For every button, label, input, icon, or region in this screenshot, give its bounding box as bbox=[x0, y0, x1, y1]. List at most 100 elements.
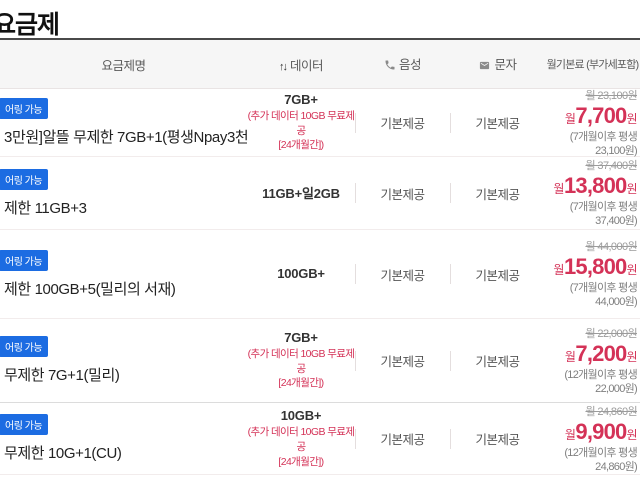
data-bonus-note: (추가 데이터 10GB 무료제공 [24개월간]) bbox=[247, 347, 355, 391]
price-value: 15,800 bbox=[563, 254, 627, 280]
voice-value: 기본제공 bbox=[355, 230, 450, 318]
voice-value: 기본제공 bbox=[355, 157, 450, 229]
data-bonus-note: (추가 데이터 10GB 무료제공 [24개월간]) bbox=[247, 109, 355, 153]
data-amount: 11GB+일2GB bbox=[262, 185, 340, 201]
header-sms: 문자 bbox=[450, 54, 545, 74]
price-prefix: 월 bbox=[564, 349, 576, 364]
price-discounted: 월9,900원 bbox=[545, 419, 638, 444]
plan-name: 제한 100GB+5(밀리의 서재) bbox=[4, 280, 176, 298]
sms-value: 기본제공 bbox=[450, 403, 545, 474]
price-note: (12개월이후 평생 24,860원) bbox=[545, 446, 637, 475]
sms-value: 기본제공 bbox=[450, 157, 545, 229]
voice-value: 기본제공 bbox=[355, 89, 450, 156]
phone-icon bbox=[384, 59, 396, 74]
header-sms-label: 문자 bbox=[494, 58, 517, 72]
price-suffix: 원 bbox=[626, 111, 637, 126]
price-cell: 월 22,000원 월7,200원 (12개월이후 평생 22,000원) bbox=[545, 325, 640, 396]
price-prefix: 월 bbox=[553, 263, 564, 278]
data-bonus-line2: [24개월간]) bbox=[278, 139, 324, 152]
plan-name-cell: 어링 가능 무제한 10G+1(CU) bbox=[0, 414, 247, 463]
price-suffix: 원 bbox=[626, 182, 637, 197]
price-prefix: 월 bbox=[564, 428, 576, 442]
plan-name-cell: 어링 가능 무제한 7G+1(밀리) bbox=[0, 336, 247, 385]
data-bonus-note: (추가 데이터 10GB 무료제공 [24개월간]) bbox=[247, 425, 355, 469]
plan-data-cell: 10GB+ (추가 데이터 10GB 무료제공 [24개월간]) bbox=[247, 408, 355, 469]
header-price: 월기본료 (부가세포함) bbox=[546, 59, 640, 71]
plan-table: 요금제명 ↑↓ 데이터 음성 문자 월기본료 (부가세포함) 어링 가능 3만원]… bbox=[0, 38, 640, 476]
header-voice: 음성 bbox=[355, 54, 450, 74]
price-original: 월 24,860원 bbox=[585, 406, 637, 418]
plan-data-cell: 7GB+ (추가 데이터 10GB 무료제공 [24개월간]) bbox=[247, 92, 355, 153]
price-prefix: 월 bbox=[553, 182, 564, 197]
header-data-sortable[interactable]: ↑↓ 데이터 bbox=[247, 55, 355, 74]
page-title: 요금제 bbox=[0, 11, 60, 39]
header-plan-name: 요금제명 bbox=[101, 58, 146, 73]
plan-row[interactable]: 어링 가능 무제한 7G+1(밀리) 7GB+ (추가 데이터 10GB 무료제… bbox=[0, 319, 640, 403]
price-note: (12개월이후 평생 22,000원) bbox=[545, 368, 637, 397]
price-note-line1: (7개월이후 평생 37,400원) bbox=[569, 201, 638, 228]
price-cell: 월 24,860원 월9,900원 (12개월이후 평생 24,860원) bbox=[545, 403, 640, 474]
data-bonus-line1: (추가 데이터 10GB 무료제공 bbox=[247, 426, 355, 453]
sms-value: 기본제공 bbox=[450, 230, 545, 318]
tethering-badge: 어링 가능 bbox=[0, 249, 49, 271]
plan-row[interactable]: 어링 가능 3만원]알뜰 무제한 7GB+1(평생Npay3천원) 7GB+ (… bbox=[0, 89, 640, 157]
price-note: (7개월이후 평생 44,000원) bbox=[545, 281, 638, 310]
data-amount: 100GB+ bbox=[277, 265, 325, 281]
sms-value: 기본제공 bbox=[450, 89, 545, 156]
plan-row[interactable]: 어링 가능 제한 11GB+3 11GB+일2GB 기본제공 기본제공 월 37… bbox=[0, 157, 640, 230]
price-discounted: 월7,700원 bbox=[545, 102, 638, 128]
plan-name-cell: 어링 가능 3만원]알뜰 무제한 7GB+1(평생Npay3천원) bbox=[0, 98, 247, 147]
data-amount: 7GB+ bbox=[284, 91, 318, 107]
data-bonus-line1: (추가 데이터 10GB 무료제공 bbox=[247, 347, 355, 375]
plan-row[interactable]: 어링 가능 제한 100GB+5(밀리의 서재) 100GB+ 기본제공 기본제… bbox=[0, 230, 640, 319]
tethering-badge: 어링 가능 bbox=[0, 98, 49, 119]
plan-name: 무제한 7G+1(밀리) bbox=[4, 367, 120, 384]
sms-value: 기본제공 bbox=[450, 319, 545, 402]
tethering-badge: 어링 가능 bbox=[0, 414, 49, 436]
table-header: 요금제명 ↑↓ 데이터 음성 문자 월기본료 (부가세포함) bbox=[0, 38, 640, 89]
plan-data-cell: 100GB+ bbox=[247, 266, 355, 283]
price-prefix: 월 bbox=[564, 111, 576, 126]
price-discounted: 월13,800원 bbox=[545, 174, 637, 198]
price-original: 월 22,000원 bbox=[585, 327, 637, 340]
voice-value: 기본제공 bbox=[355, 319, 450, 402]
data-amount: 7GB+ bbox=[284, 329, 318, 345]
data-bonus-line2: [24개월간]) bbox=[278, 455, 324, 468]
plan-data-cell: 7GB+ (추가 데이터 10GB 무료제공 [24개월간]) bbox=[247, 330, 355, 391]
plan-name: 3만원]알뜰 무제한 7GB+1(평생Npay3천원) bbox=[4, 129, 247, 146]
price-note-line1: (7개월이후 평생 44,000원) bbox=[569, 282, 638, 309]
price-cell: 월 44,000원 월15,800원 (7개월이후 평생 44,000원) bbox=[545, 238, 640, 309]
price-value: 13,800 bbox=[563, 173, 627, 199]
tethering-badge: 어링 가능 bbox=[0, 168, 49, 190]
price-original: 월 23,100원 bbox=[585, 89, 637, 102]
plan-row[interactable]: 어링 가능 무제한 10G+1(CU) 10GB+ (추가 데이터 10GB 무… bbox=[0, 403, 640, 476]
price-cell: 월 37,400원 월13,800원 (7개월이후 평생 37,400원) bbox=[545, 157, 640, 228]
price-discounted: 월15,800원 bbox=[545, 255, 637, 279]
price-note: (7개월이후 평생 37,400원) bbox=[545, 200, 638, 229]
price-note-line2: 22,000원) bbox=[595, 382, 638, 395]
price-value: 9,900 bbox=[575, 419, 627, 444]
data-bonus-line1: (추가 데이터 10GB 무료제공 bbox=[247, 109, 355, 137]
price-note-line2: 24,860원) bbox=[595, 461, 638, 474]
price-suffix: 원 bbox=[626, 349, 637, 364]
price-value: 7,200 bbox=[575, 340, 627, 366]
data-bonus-line2: [24개월간]) bbox=[278, 377, 324, 390]
tethering-badge: 어링 가능 bbox=[0, 336, 49, 357]
header-data-label: 데이터 bbox=[289, 58, 324, 73]
plan-name: 무제한 10G+1(CU) bbox=[4, 445, 122, 463]
voice-value: 기본제공 bbox=[355, 403, 450, 474]
price-suffix: 원 bbox=[626, 263, 637, 278]
plan-data-cell: 11GB+일2GB bbox=[247, 183, 355, 204]
plan-name-cell: 어링 가능 제한 100GB+5(밀리의 서재) bbox=[0, 249, 247, 299]
header-voice-label: 음성 bbox=[398, 58, 422, 72]
mail-icon bbox=[478, 60, 491, 74]
plan-name: 제한 11GB+3 bbox=[4, 199, 87, 217]
price-cell: 월 23,100원 월7,700원 (7개월이후 평생 23,100원) bbox=[545, 87, 640, 158]
price-suffix: 원 bbox=[626, 428, 637, 442]
price-discounted: 월7,200원 bbox=[545, 340, 638, 366]
price-original: 월 37,400원 bbox=[585, 160, 637, 173]
price-note-line1: (12개월이후 평생 bbox=[564, 368, 637, 381]
sort-arrows-icon[interactable]: ↑↓ bbox=[278, 60, 288, 73]
price-value: 7,700 bbox=[575, 102, 627, 128]
